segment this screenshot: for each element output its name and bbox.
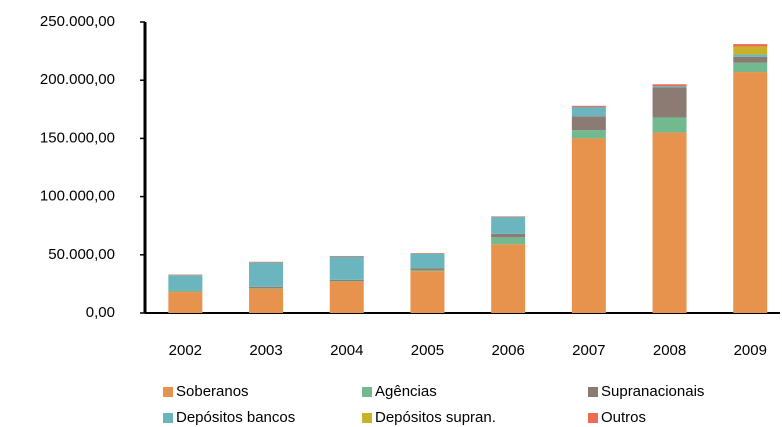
bar-segment <box>733 72 768 313</box>
legend-swatch <box>588 413 598 423</box>
bar-segment <box>652 117 687 133</box>
legend-label: Depósitos supran. <box>375 409 496 426</box>
bar-segment <box>249 287 284 289</box>
bar-segment <box>410 253 445 254</box>
y-tick-label: 150.000,00 <box>40 129 115 146</box>
bar-segment <box>571 130 606 139</box>
x-tick-label: 2008 <box>653 342 686 359</box>
bar-segment <box>491 216 526 234</box>
bar-segment <box>410 268 445 270</box>
bar-segment <box>329 255 364 257</box>
legend-swatch <box>163 387 173 397</box>
bar-segment <box>571 105 606 107</box>
bar-segment <box>329 256 364 280</box>
bar-segment <box>329 279 364 281</box>
bar-segment <box>491 233 526 238</box>
bar-segment <box>249 261 284 263</box>
legend-label: Depósitos bancos <box>176 409 295 426</box>
bar-segment <box>733 44 768 47</box>
bar-segment <box>249 288 284 313</box>
bar-segment <box>491 237 526 245</box>
x-tick-label: 2004 <box>330 342 363 359</box>
bar-segment <box>168 275 203 291</box>
bar-segment <box>571 138 606 313</box>
legend-label: Agências <box>375 383 437 400</box>
legend-swatch <box>362 387 372 397</box>
y-tick-label: 50.000,00 <box>48 246 115 263</box>
legend-swatch <box>588 387 598 397</box>
bar-segment <box>410 253 445 269</box>
bar-segment <box>652 87 687 118</box>
bar-segment <box>410 269 445 272</box>
x-tick-label: 2006 <box>491 342 524 359</box>
legend-label: Soberanos <box>176 383 249 400</box>
bar-segment <box>329 280 364 282</box>
bar-segment <box>652 84 687 87</box>
bar-segment <box>491 244 526 313</box>
legend-label: Outros <box>601 409 646 426</box>
x-tick-label: 2003 <box>249 342 282 359</box>
legend-swatch <box>163 413 173 423</box>
x-tick-label: 2005 <box>411 342 444 359</box>
bar-segment <box>571 116 606 131</box>
y-tick-label: 0,00 <box>86 304 115 321</box>
bar-segment <box>733 46 768 55</box>
x-tick-label: 2002 <box>169 342 202 359</box>
legend-swatch <box>362 413 372 423</box>
bar-segment <box>652 86 687 88</box>
bar-segment <box>168 290 203 293</box>
bar-segment <box>168 274 203 276</box>
y-tick-label: 100.000,00 <box>40 188 115 205</box>
legend-label: Supranacionais <box>601 383 704 400</box>
x-tick-label: 2007 <box>572 342 605 359</box>
bar-segment <box>329 281 364 313</box>
bar-segment <box>168 292 203 313</box>
bar-segment <box>249 262 284 287</box>
bar-segment <box>733 54 768 57</box>
bar-segment <box>652 132 687 313</box>
bar-segment <box>733 62 768 73</box>
bar-segment <box>491 216 526 217</box>
bar-segment <box>410 271 445 313</box>
y-tick-label: 250.000,00 <box>40 13 115 30</box>
x-tick-label: 2009 <box>734 342 767 359</box>
bar-segment <box>249 286 284 288</box>
bar-segment <box>733 56 768 63</box>
bar-segment <box>571 106 606 117</box>
y-tick-label: 200.000,00 <box>40 71 115 88</box>
bar-segment <box>168 290 203 291</box>
